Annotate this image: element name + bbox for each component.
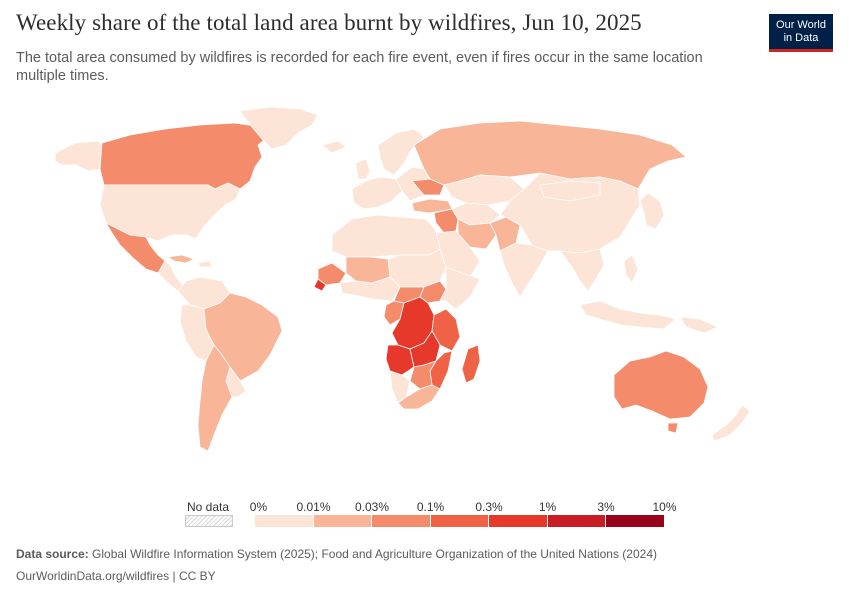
footer-url[interactable]: OurWorldinData.org/wildfires | CC BY — [16, 569, 216, 583]
country-south-africa[interactable] — [397, 384, 441, 410]
country-japan-korea[interactable] — [639, 192, 665, 230]
country-horn-of-africa[interactable] — [439, 266, 481, 310]
logo-accent-bar — [769, 49, 833, 52]
country-alaska[interactable] — [54, 140, 103, 172]
footer-source-text: Global Wildfire Information System (2025… — [92, 547, 657, 561]
legend-nodata-label: No data — [187, 500, 230, 514]
country-zimbabwe-botswana[interactable] — [409, 360, 437, 390]
country-ukraine[interactable] — [411, 178, 445, 196]
country-guinea[interactable] — [313, 278, 327, 292]
country-papua-new-guinea[interactable] — [679, 316, 719, 334]
legend-swatch[interactable] — [430, 515, 489, 527]
country-mongolia[interactable] — [539, 180, 601, 202]
legend-tick-label: 0.3% — [475, 500, 503, 514]
country-caribbean[interactable] — [197, 260, 213, 268]
country-angola[interactable] — [385, 344, 415, 376]
chart-title: Weekly share of the total land area burn… — [16, 10, 642, 35]
country-india[interactable] — [499, 242, 549, 298]
country-southeast-asia[interactable] — [559, 248, 605, 292]
country-new-zealand[interactable] — [711, 404, 751, 442]
country-western-europe[interactable] — [351, 176, 403, 210]
legend-tick-label: 10% — [652, 500, 677, 514]
legend-tick-label: 0.01% — [296, 500, 331, 514]
country-iraq-syria[interactable] — [433, 208, 459, 234]
legend-swatch[interactable] — [606, 515, 665, 527]
legend-swatch[interactable] — [547, 515, 606, 527]
country-cuba[interactable] — [167, 254, 195, 264]
legend-swatch[interactable] — [489, 515, 548, 527]
legend-tick-label: 0% — [249, 500, 268, 514]
legend-swatch[interactable] — [372, 515, 431, 527]
footer-source-label: Data source: — [16, 547, 89, 561]
owid-logo[interactable]: Our World in Data — [769, 14, 833, 52]
legend-tick-label: 0.1% — [416, 500, 445, 514]
country-indonesia[interactable] — [579, 300, 677, 330]
legend-swatch[interactable] — [255, 515, 314, 527]
chart-subtitle: The total area consumed by wildfires is … — [16, 50, 703, 84]
legend-nodata-swatch[interactable] — [185, 515, 233, 527]
country-paraguay-uruguay[interactable] — [225, 366, 247, 398]
country-north-africa[interactable] — [331, 214, 441, 258]
country-philippines[interactable] — [623, 254, 639, 284]
country-scandinavia[interactable] — [377, 128, 425, 176]
legend-tick-label: 3% — [597, 500, 615, 514]
footer-source: Data source: Global Wildfire Information… — [16, 547, 657, 561]
legend-tick-label: 0.03% — [354, 500, 390, 514]
country-uk-ireland[interactable] — [355, 158, 371, 180]
country-madagascar[interactable] — [461, 344, 481, 384]
legend-tick-label: 1% — [538, 500, 557, 514]
logo-line-1: Our World — [776, 19, 826, 31]
country-australia[interactable] — [613, 350, 709, 420]
country-central-america[interactable] — [157, 260, 185, 292]
world-map — [54, 106, 751, 452]
legend-swatch[interactable] — [313, 515, 372, 527]
legend: No data 0% 0.01% 0.03% 0.1% 0.3% 1% 3% 10% — [0, 495, 850, 535]
country-china[interactable] — [499, 172, 641, 254]
country-greenland[interactable] — [239, 106, 319, 150]
logo-line-2: in Data — [783, 32, 819, 44]
country-iceland[interactable] — [321, 140, 347, 154]
country-canada[interactable] — [99, 122, 271, 190]
country-tasmania[interactable] — [667, 422, 679, 434]
country-gulf-of-guinea[interactable] — [339, 276, 401, 302]
